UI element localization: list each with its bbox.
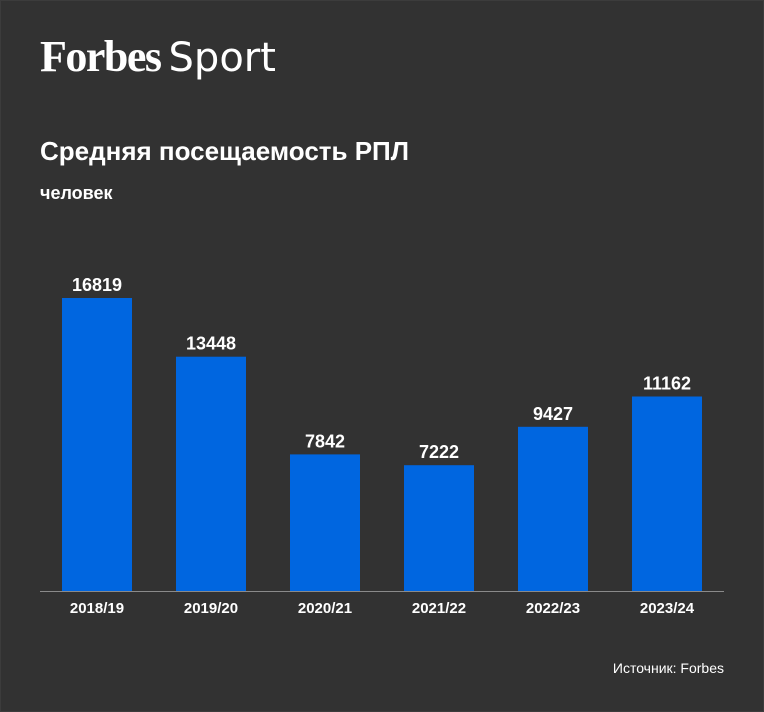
bar-2020-21 — [290, 454, 360, 591]
bar-2019-20 — [176, 356, 246, 591]
bar-2018-19 — [62, 298, 132, 591]
source-note: Источник: Forbes — [612, 660, 724, 676]
bar-value-label: 7842 — [305, 431, 345, 451]
x-tick-label: 2019/20 — [184, 600, 238, 617]
bar-2021-22 — [404, 465, 474, 591]
bar-2022-23 — [518, 426, 588, 591]
logo-forbes-text: Forbes — [40, 32, 162, 81]
bar-value-label: 7222 — [419, 442, 459, 462]
bar-value-label: 11162 — [643, 374, 691, 394]
x-tick-label: 2023/24 — [640, 600, 695, 617]
bar-value-label: 16819 — [72, 275, 122, 295]
bar-value-label: 9427 — [533, 404, 573, 424]
chart-subtitle: человек — [40, 183, 113, 203]
x-tick-label: 2021/22 — [412, 600, 466, 617]
chart-title: Средняя посещаемость РПЛ — [40, 136, 409, 166]
bar-value-label: 13448 — [186, 334, 236, 354]
x-tick-label: 2020/21 — [298, 600, 352, 617]
bar-2023-24 — [632, 396, 702, 591]
x-tick-label: 2018/19 — [70, 600, 124, 617]
logo-sport-text: Sport — [168, 35, 276, 81]
x-tick-label: 2022/23 — [526, 600, 580, 617]
forbes-sport-logo: Forbes Sport — [40, 30, 276, 85]
